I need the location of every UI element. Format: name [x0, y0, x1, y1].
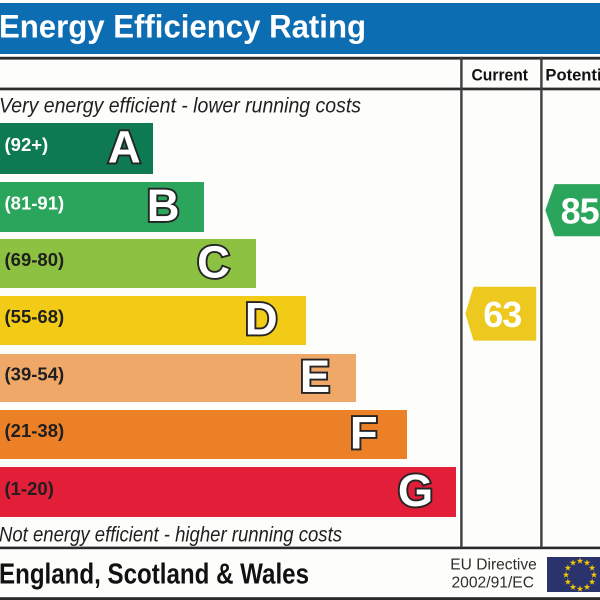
svg-text:2002/91/EC: 2002/91/EC [452, 575, 535, 592]
svg-text:63: 63 [483, 294, 521, 335]
svg-text:England, Scotland & Wales: England, Scotland & Wales [0, 559, 309, 591]
svg-text:D: D [245, 294, 278, 345]
svg-text:(1-20): (1-20) [5, 478, 54, 499]
svg-text:Very energy efficient - lower: Very energy efficient - lower running co… [0, 95, 361, 118]
svg-text:(21-38): (21-38) [5, 420, 65, 441]
svg-text:Potential: Potential [545, 66, 600, 85]
svg-text:B: B [147, 180, 180, 231]
svg-text:Not energy efficient - higher: Not energy efficient - higher running co… [0, 524, 342, 547]
svg-text:(55-68): (55-68) [5, 306, 65, 327]
svg-text:(92+): (92+) [5, 134, 49, 155]
svg-text:EU Directive: EU Directive [450, 557, 537, 574]
svg-text:85: 85 [561, 191, 600, 232]
svg-text:E: E [300, 351, 330, 402]
svg-text:C: C [197, 237, 230, 288]
svg-text:(39-54): (39-54) [5, 364, 65, 385]
svg-text:(69-80): (69-80) [5, 249, 65, 270]
svg-text:G: G [398, 465, 433, 516]
svg-text:(81-91): (81-91) [5, 193, 65, 214]
svg-text:F: F [350, 408, 378, 459]
svg-text:A: A [108, 121, 141, 172]
svg-text:Energy Efficiency Rating: Energy Efficiency Rating [0, 9, 366, 45]
svg-text:Current: Current [472, 66, 529, 85]
